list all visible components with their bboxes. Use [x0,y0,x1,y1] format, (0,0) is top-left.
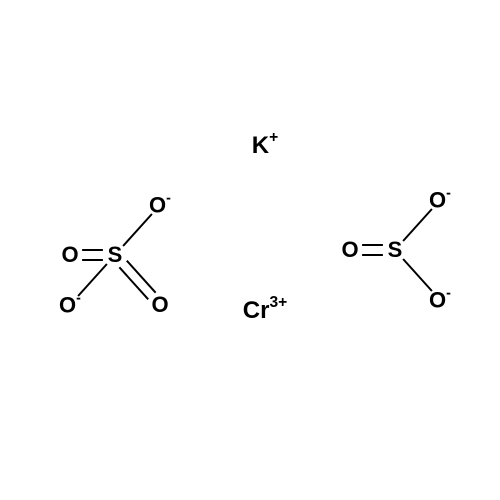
atom-o1c: O- [59,293,81,316]
chemical-structure-diagram: K+ Cr3+ S O- O O- O S O- O- O [0,0,500,500]
atom-o1b: O [151,294,168,316]
atom-o2c: O [341,239,358,261]
atom-o1d: O [61,244,78,266]
atom-o2b: O- [429,288,451,311]
ion-k: K+ [252,132,278,158]
atom-o2a: O- [429,188,451,211]
atom-s2: S [388,239,403,261]
atom-o1a: O- [149,193,171,216]
ion-cr: Cr3+ [243,297,287,323]
atom-s1: S [108,244,123,266]
